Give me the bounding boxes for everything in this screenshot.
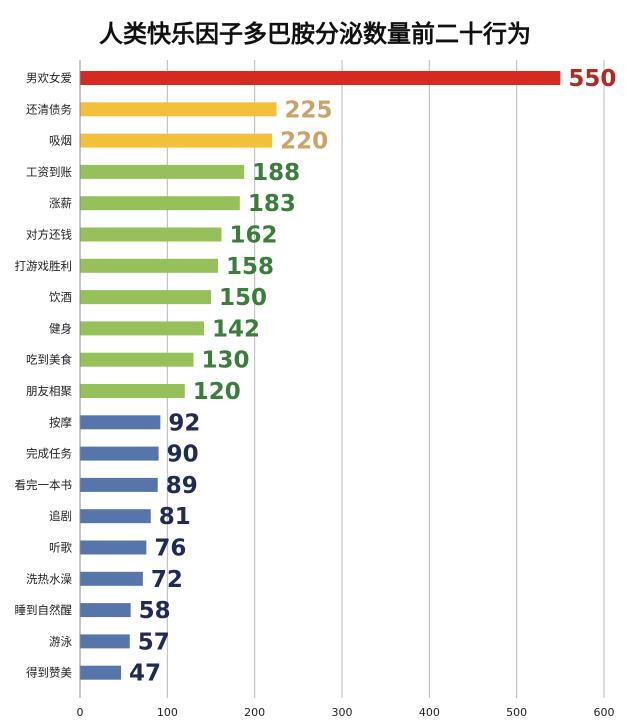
data-label: 162 <box>229 223 277 249</box>
data-label: 142 <box>212 316 260 342</box>
bar <box>80 258 218 273</box>
category-label: 得到赞美 <box>26 666 72 680</box>
category-label: 看完一本书 <box>15 478 73 492</box>
bar <box>80 352 194 367</box>
category-label: 对方还钱 <box>26 228 72 242</box>
category-label: 吃到美食 <box>26 353 72 367</box>
category-label: 完成任务 <box>26 447 72 461</box>
bar <box>80 571 143 586</box>
data-label: 92 <box>168 410 200 436</box>
bar <box>80 290 211 305</box>
category-label: 打游戏胜利 <box>15 259 73 273</box>
data-label: 220 <box>280 129 328 155</box>
category-label: 饮酒 <box>49 290 72 304</box>
data-label: 130 <box>202 348 250 374</box>
category-labels: 男欢女爱还清债务吸烟工资到账涨薪对方还钱打游戏胜利饮酒健身吃到美食朋友相聚按摩完… <box>15 71 73 680</box>
data-label: 90 <box>167 442 199 468</box>
bar <box>80 384 185 398</box>
data-label: 47 <box>129 661 161 687</box>
bar <box>80 196 240 211</box>
category-label: 男欢女爱 <box>26 71 72 85</box>
category-label: 朋友相聚 <box>26 384 72 398</box>
x-axis-ticks: 0 100 200 300 400 500 600 <box>77 706 615 719</box>
x-tick-label: 0 <box>77 706 84 719</box>
category-label: 追剧 <box>49 509 72 523</box>
value-labels: 550 225 220 188 183 162 158 150 142 130 120 92 90 89 8… <box>129 66 616 687</box>
data-label: 89 <box>166 473 198 499</box>
category-label: 健身 <box>49 321 72 335</box>
bar <box>80 446 159 461</box>
bar <box>80 603 131 618</box>
bar <box>80 102 277 117</box>
category-label: 吸烟 <box>49 134 72 148</box>
bar <box>80 133 273 148</box>
data-label: 158 <box>226 254 274 280</box>
bar <box>80 634 130 649</box>
data-label: 58 <box>139 598 171 624</box>
bar <box>80 227 222 242</box>
x-tick-label: 100 <box>157 706 178 719</box>
x-tick-label: 300 <box>332 706 353 719</box>
data-label: 81 <box>159 504 191 530</box>
bar <box>80 164 245 179</box>
data-label: 72 <box>151 567 183 593</box>
bar <box>80 665 122 680</box>
data-label: 550 <box>568 66 616 92</box>
data-label: 57 <box>138 629 170 655</box>
x-tick-label: 200 <box>244 706 265 719</box>
data-label: 188 <box>252 160 300 186</box>
bar <box>80 71 561 85</box>
data-label: 225 <box>285 97 333 123</box>
category-label: 还清债务 <box>26 102 72 116</box>
data-label: 120 <box>193 379 241 405</box>
bar <box>80 477 158 492</box>
category-label: 洗热水澡 <box>26 572 72 586</box>
x-tick-label: 400 <box>419 706 440 719</box>
chart-title: 人类快乐因子多巴胺分泌数量前二十行为 <box>99 20 531 48</box>
data-label: 76 <box>154 536 186 562</box>
bar <box>80 415 161 430</box>
x-tick-label: 500 <box>506 706 527 719</box>
category-label: 游泳 <box>49 634 72 648</box>
bar <box>80 321 205 336</box>
category-label: 按摩 <box>49 415 72 429</box>
bars <box>80 71 561 680</box>
bar <box>80 509 151 524</box>
data-label: 183 <box>248 191 296 217</box>
x-tick-label: 600 <box>594 706 615 719</box>
category-label: 睡到自然醒 <box>15 603 73 617</box>
data-label: 150 <box>219 285 267 311</box>
category-label: 涨薪 <box>49 196 72 210</box>
category-label: 工资到账 <box>26 165 72 179</box>
bar <box>80 540 147 555</box>
category-label: 听歌 <box>49 541 72 555</box>
